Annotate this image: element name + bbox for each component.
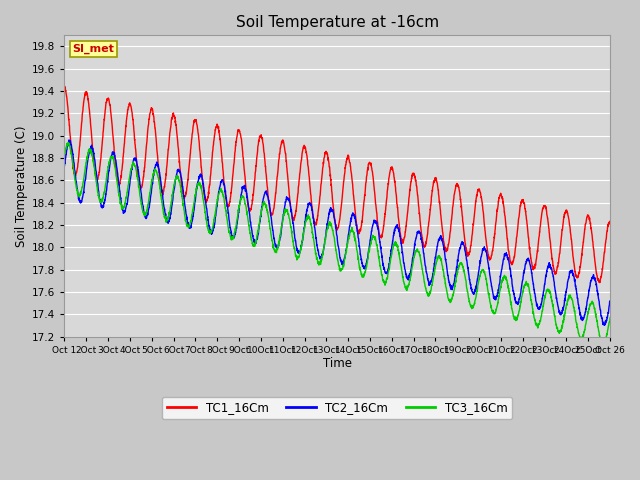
TC3_16Cm (497, 284, 504, 289)
TC1_16Cm (135, 182, 143, 188)
TC2_16Cm (606, 298, 614, 304)
TC2_16Cm (485, 266, 493, 272)
TC1_16Cm (181, 193, 189, 199)
TC1_16Cm (606, 220, 614, 226)
TC1_16Cm (419, 241, 427, 247)
TC3_16Cm (182, 218, 189, 224)
Y-axis label: Soil Temperature (C): Soil Temperature (C) (15, 125, 28, 247)
TC2_16Cm (600, 322, 608, 328)
TC2_16Cm (136, 175, 143, 181)
TC3_16Cm (65, 140, 72, 145)
TC3_16Cm (606, 315, 614, 321)
TC3_16Cm (600, 343, 607, 349)
TC1_16Cm (497, 192, 504, 198)
TC1_16Cm (596, 280, 604, 286)
TC2_16Cm (65, 137, 73, 143)
TC3_16Cm (485, 290, 493, 296)
TC3_16Cm (419, 272, 427, 277)
TC1_16Cm (92, 170, 99, 176)
TC3_16Cm (61, 153, 68, 158)
TC1_16Cm (61, 84, 68, 89)
Legend: TC1_16Cm, TC2_16Cm, TC3_16Cm: TC1_16Cm, TC2_16Cm, TC3_16Cm (162, 396, 513, 419)
Line: TC1_16Cm: TC1_16Cm (65, 86, 610, 283)
Line: TC3_16Cm: TC3_16Cm (65, 143, 610, 346)
TC1_16Cm (485, 254, 493, 260)
X-axis label: Time: Time (323, 357, 352, 371)
Text: SI_met: SI_met (72, 44, 115, 54)
TC2_16Cm (497, 274, 504, 279)
TC3_16Cm (92, 172, 99, 178)
Line: TC2_16Cm: TC2_16Cm (65, 140, 610, 325)
TC2_16Cm (92, 163, 99, 168)
TC2_16Cm (182, 206, 189, 212)
TC2_16Cm (419, 248, 427, 253)
Title: Soil Temperature at -16cm: Soil Temperature at -16cm (236, 15, 439, 30)
TC2_16Cm (61, 163, 68, 168)
TC3_16Cm (136, 187, 143, 193)
